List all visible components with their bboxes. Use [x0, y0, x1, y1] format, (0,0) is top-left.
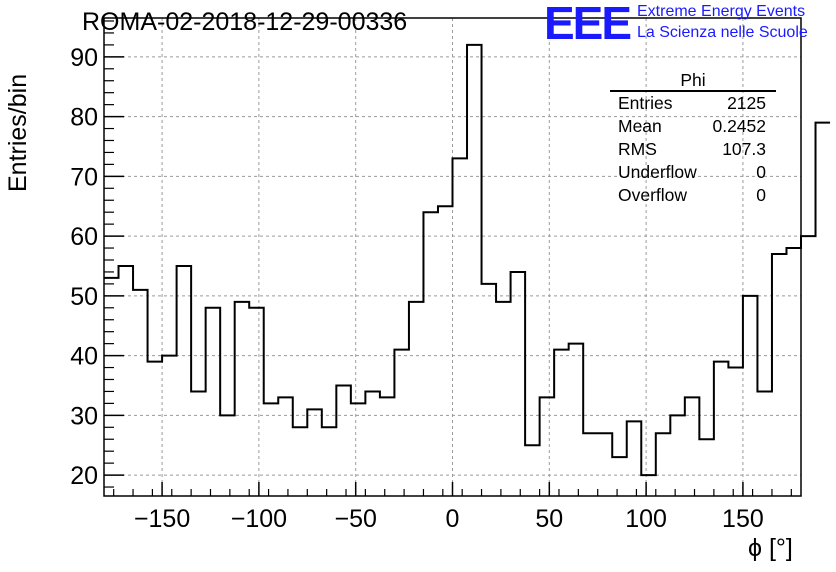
histogram-line	[104, 43, 831, 477]
y-tick-label: 60	[70, 223, 98, 251]
stats-box: Phi Entries 2125 Mean 0.2452 RMS 107.3 U…	[610, 70, 776, 207]
histogram-bin	[757, 391, 772, 496]
histogram-bin	[249, 308, 264, 496]
histogram-bin	[728, 368, 743, 496]
histogram-bin	[743, 296, 758, 496]
stats-value: 0	[756, 162, 766, 182]
stats-value: 107.3	[722, 139, 766, 159]
stats-value: 0	[756, 185, 766, 205]
stats-row-underflow: Underflow 0	[610, 161, 776, 184]
logo-line-2: La Scienza nelle Scuole	[637, 24, 808, 41]
histogram-bin	[554, 350, 569, 496]
histogram-bin	[525, 445, 540, 496]
histogram-bin	[714, 362, 729, 496]
plot-frame	[103, 17, 802, 497]
histogram-bin	[206, 308, 221, 496]
x-tick-label: −100	[231, 505, 287, 533]
histogram-bin	[627, 421, 642, 496]
histogram-bin	[438, 206, 453, 496]
chart-title: ROMA-02-2018-12-29-00336	[82, 8, 408, 36]
histogram-bin	[148, 362, 163, 496]
histogram-bin	[351, 403, 366, 496]
histogram-bin	[511, 272, 526, 496]
histogram-bin	[423, 212, 438, 496]
histogram-bin	[394, 350, 409, 496]
stats-value: 2125	[727, 93, 766, 113]
y-tick-label: 50	[70, 283, 98, 311]
stats-title: Phi	[610, 70, 776, 92]
y-tick-label: 90	[70, 44, 98, 72]
histogram-bin	[293, 427, 308, 496]
x-tick-label: −50	[334, 505, 376, 533]
histogram-bin	[119, 266, 134, 496]
histogram-bin	[191, 391, 206, 496]
histogram-bin	[162, 356, 177, 496]
histogram-bin	[380, 397, 395, 496]
stats-label: RMS	[618, 139, 657, 159]
histogram-bin	[540, 397, 555, 496]
histogram-bin	[641, 475, 656, 496]
histogram-bin	[278, 397, 293, 496]
histogram-bin	[409, 302, 424, 496]
histogram-bin	[699, 439, 714, 496]
histogram-bin	[583, 433, 598, 496]
y-tick-label: 30	[70, 402, 98, 430]
x-tick-label: 0	[446, 505, 460, 533]
x-tick-label: 150	[722, 505, 764, 533]
x-tick-label: 100	[625, 505, 667, 533]
y-tick-label: 70	[70, 163, 98, 191]
histogram-bin	[612, 457, 627, 496]
histogram-bin	[496, 302, 511, 496]
stats-row-entries: Entries 2125	[610, 92, 776, 115]
histogram-bin	[482, 284, 497, 496]
y-tick-label: 40	[70, 343, 98, 371]
histogram-bin	[264, 403, 279, 496]
histogram-bin	[177, 266, 192, 496]
logo-line-1: Extreme Energy Events	[637, 3, 806, 20]
histogram-bin	[453, 158, 468, 496]
histogram-bin	[467, 45, 482, 496]
histogram-bin	[816, 123, 831, 496]
x-axis-label: ϕ [°]	[748, 534, 793, 562]
stats-label: Mean	[618, 116, 662, 136]
histogram-bin	[786, 248, 801, 496]
axis-ticks	[104, 20, 792, 496]
histogram-bin	[235, 302, 250, 496]
histogram-bin	[220, 415, 235, 496]
histogram-bin	[365, 391, 380, 496]
histogram-bin	[685, 397, 700, 496]
stats-value: 0.2452	[712, 116, 766, 136]
stats-label: Overflow	[618, 185, 688, 205]
y-tick-label: 20	[70, 462, 98, 490]
stats-row-overflow: Overflow 0	[610, 184, 776, 207]
y-tick-label: 80	[70, 104, 98, 132]
histogram-bin	[569, 344, 584, 496]
tick-labels: −150 −100 −50 0 50 100 150 20 30 40 50 60 70 80 90	[70, 44, 764, 533]
histogram-bin	[670, 415, 685, 496]
stats-label: Entries	[618, 93, 673, 113]
histogram-bin	[322, 427, 337, 496]
histogram-bin	[307, 409, 322, 496]
histogram-bin	[772, 254, 787, 496]
stats-row-rms: RMS 107.3	[610, 138, 776, 161]
x-tick-label: 50	[535, 505, 563, 533]
histogram-bin	[801, 236, 816, 496]
histogram-bin	[104, 278, 119, 496]
histogram-bin	[336, 385, 351, 496]
stats-row-mean: Mean 0.2452	[610, 115, 776, 138]
histogram-bin	[133, 290, 148, 496]
stats-label: Underflow	[618, 162, 697, 182]
x-tick-label: −150	[134, 505, 190, 533]
y-axis-label: Entries/bin	[4, 73, 32, 192]
histogram-bin	[598, 433, 613, 496]
histogram-bin	[656, 433, 671, 496]
eee-logo: EEE	[544, 0, 632, 49]
